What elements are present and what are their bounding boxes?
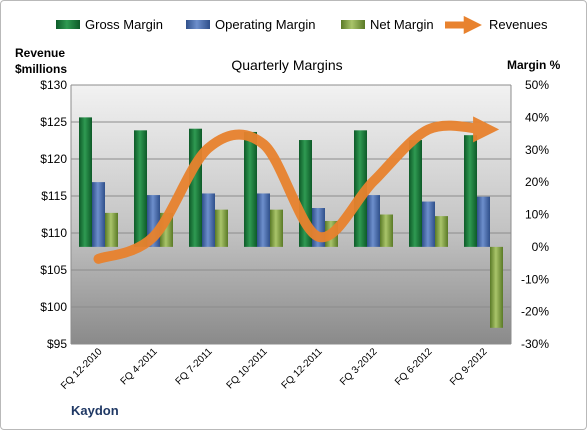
right-tick-label: 20%: [525, 175, 549, 189]
right-tick-label: 10%: [525, 208, 549, 222]
bar-operating-margin: [92, 182, 105, 247]
bar-operating-margin: [422, 202, 435, 247]
left-axis-ticks: $95 $100 $105 $110 $115 $120 $125 $130: [40, 78, 67, 351]
legend-label-revenues: Revenues: [489, 17, 548, 32]
bar-gross-margin: [464, 135, 477, 247]
legend-label-net-margin: Net Margin: [370, 17, 434, 32]
legend-swatch-operating-margin: [186, 20, 210, 29]
right-tick-label: -30%: [521, 337, 549, 351]
bar-operating-margin: [257, 193, 270, 246]
left-tick-label: $100: [40, 300, 67, 314]
right-tick-label: 50%: [525, 78, 549, 92]
bar-gross-margin: [79, 117, 92, 247]
right-tick-label: -20%: [521, 305, 549, 319]
left-axis-title-line2: $millions: [15, 62, 67, 76]
right-tick-label: -10%: [521, 272, 549, 286]
bar-operating-margin: [477, 197, 490, 247]
bar-gross-margin: [409, 140, 422, 247]
x-tick-label: FQ 12-2010: [59, 346, 105, 392]
bar-gross-margin: [244, 132, 257, 247]
x-tick-label: FQ 7-2011: [174, 346, 215, 387]
right-axis-title: Margin %: [507, 58, 561, 72]
legend-label-operating-margin: Operating Margin: [215, 17, 315, 32]
legend-swatch-gross-margin: [56, 20, 80, 29]
left-tick-label: $125: [40, 115, 67, 129]
bar-net-margin: [380, 215, 393, 247]
bar-net-margin: [490, 247, 503, 328]
legend-label-gross-margin: Gross Margin: [85, 17, 163, 32]
left-tick-label: $110: [41, 226, 67, 240]
chart-title: Quarterly Margins: [231, 57, 342, 73]
right-tick-label: 40%: [525, 110, 549, 124]
bar-net-margin: [270, 210, 283, 247]
left-tick-label: $115: [41, 189, 67, 203]
bar-operating-margin: [367, 195, 380, 247]
bar-net-margin: [105, 213, 118, 247]
left-axis-title-line1: Revenue: [15, 46, 65, 60]
x-tick-label: FQ 9-2012: [448, 346, 490, 388]
company-name: Kaydon: [71, 403, 119, 418]
legend-swatch-net-margin: [341, 20, 365, 29]
x-tick-label: FQ 3-2012: [338, 346, 380, 388]
bar-gross-margin: [189, 129, 202, 247]
bar-net-margin: [215, 210, 228, 247]
x-tick-label: FQ 6-2012: [393, 346, 435, 388]
bar-net-margin: [435, 216, 448, 247]
left-tick-label: $130: [40, 78, 67, 92]
x-tick-label: FQ 10-2011: [225, 346, 270, 391]
right-tick-label: 0%: [532, 240, 550, 254]
left-tick-label: $120: [40, 152, 67, 166]
left-tick-label: $95: [47, 337, 67, 351]
bar-operating-margin: [202, 193, 215, 246]
x-tick-label: FQ 12-2011: [280, 346, 325, 391]
legend: Gross Margin Operating Margin Net Margin…: [56, 17, 548, 32]
left-tick-label: $105: [40, 263, 67, 277]
bar-gross-margin: [134, 130, 147, 247]
right-tick-label: 30%: [525, 143, 549, 157]
right-axis-ticks: -30% -20% -10% 0% 10% 20% 30% 40% 50%: [521, 78, 549, 351]
x-tick-label: FQ 4-2011: [119, 346, 160, 387]
